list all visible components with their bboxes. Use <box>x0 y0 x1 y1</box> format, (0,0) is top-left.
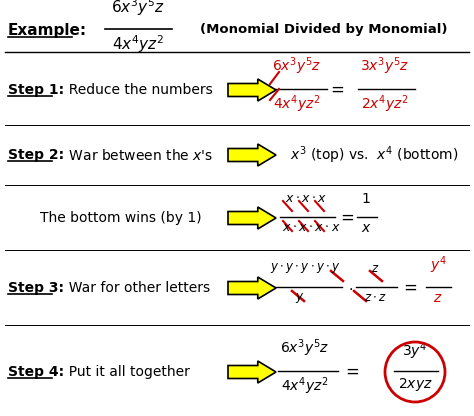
Text: The bottom wins (by 1): The bottom wins (by 1) <box>40 211 201 225</box>
Text: $4x^4yz^2$: $4x^4yz^2$ <box>281 375 329 396</box>
Text: $x \cdot x \cdot x$: $x \cdot x \cdot x$ <box>285 192 327 205</box>
Polygon shape <box>228 207 276 229</box>
Text: $4x^4yz^2$: $4x^4yz^2$ <box>112 33 164 54</box>
Text: (Monomial Divided by Monomial): (Monomial Divided by Monomial) <box>200 23 447 37</box>
Text: $3y^4$: $3y^4$ <box>402 340 428 362</box>
Text: $y^4$: $y^4$ <box>429 255 447 276</box>
Text: $3x^3y^5z$: $3x^3y^5z$ <box>360 55 410 77</box>
Text: $1$: $1$ <box>361 192 371 206</box>
Text: War between the $x$'s: War between the $x$'s <box>60 148 213 163</box>
Text: Step 4:: Step 4: <box>8 365 64 379</box>
Text: $x \cdot x \cdot x \cdot x$: $x \cdot x \cdot x \cdot x$ <box>282 221 340 234</box>
Text: Put it all together: Put it all together <box>60 365 190 379</box>
Text: $6x^3y^5z$: $6x^3y^5z$ <box>111 0 165 18</box>
Text: Step 1:: Step 1: <box>8 83 64 97</box>
Text: $6x^3y^5z$: $6x^3y^5z$ <box>281 337 329 359</box>
Text: $z \cdot z$: $z \cdot z$ <box>364 291 386 304</box>
Polygon shape <box>228 79 276 101</box>
Text: $z$: $z$ <box>371 262 379 275</box>
Text: $x$: $x$ <box>361 221 371 235</box>
Text: Example:: Example: <box>8 22 87 37</box>
Text: $y \cdot y \cdot y \cdot y \cdot y$: $y \cdot y \cdot y \cdot y \cdot y$ <box>270 261 340 275</box>
Text: War for other letters: War for other letters <box>60 281 210 295</box>
Text: $6x^3y^5z$: $6x^3y^5z$ <box>273 55 322 77</box>
Polygon shape <box>228 361 276 383</box>
Text: $2x^4yz^2$: $2x^4yz^2$ <box>361 93 409 114</box>
Text: $z$: $z$ <box>433 291 443 305</box>
Text: =: = <box>345 363 359 381</box>
Text: =: = <box>403 279 417 297</box>
Text: $\cdot$: $\cdot$ <box>347 281 353 295</box>
Polygon shape <box>228 144 276 166</box>
Text: Step 3:: Step 3: <box>8 281 64 295</box>
Text: $y$: $y$ <box>295 291 305 305</box>
Text: $4x^4yz^2$: $4x^4yz^2$ <box>273 93 321 114</box>
Text: $x^3$ (top) vs.  $x^4$ (bottom): $x^3$ (top) vs. $x^4$ (bottom) <box>290 144 458 166</box>
Text: =: = <box>340 209 354 227</box>
Text: $2xyz$: $2xyz$ <box>398 376 432 393</box>
Text: Reduce the numbers: Reduce the numbers <box>60 83 213 97</box>
Polygon shape <box>228 277 276 299</box>
Text: =: = <box>330 81 344 99</box>
Text: Step 2:: Step 2: <box>8 148 64 162</box>
